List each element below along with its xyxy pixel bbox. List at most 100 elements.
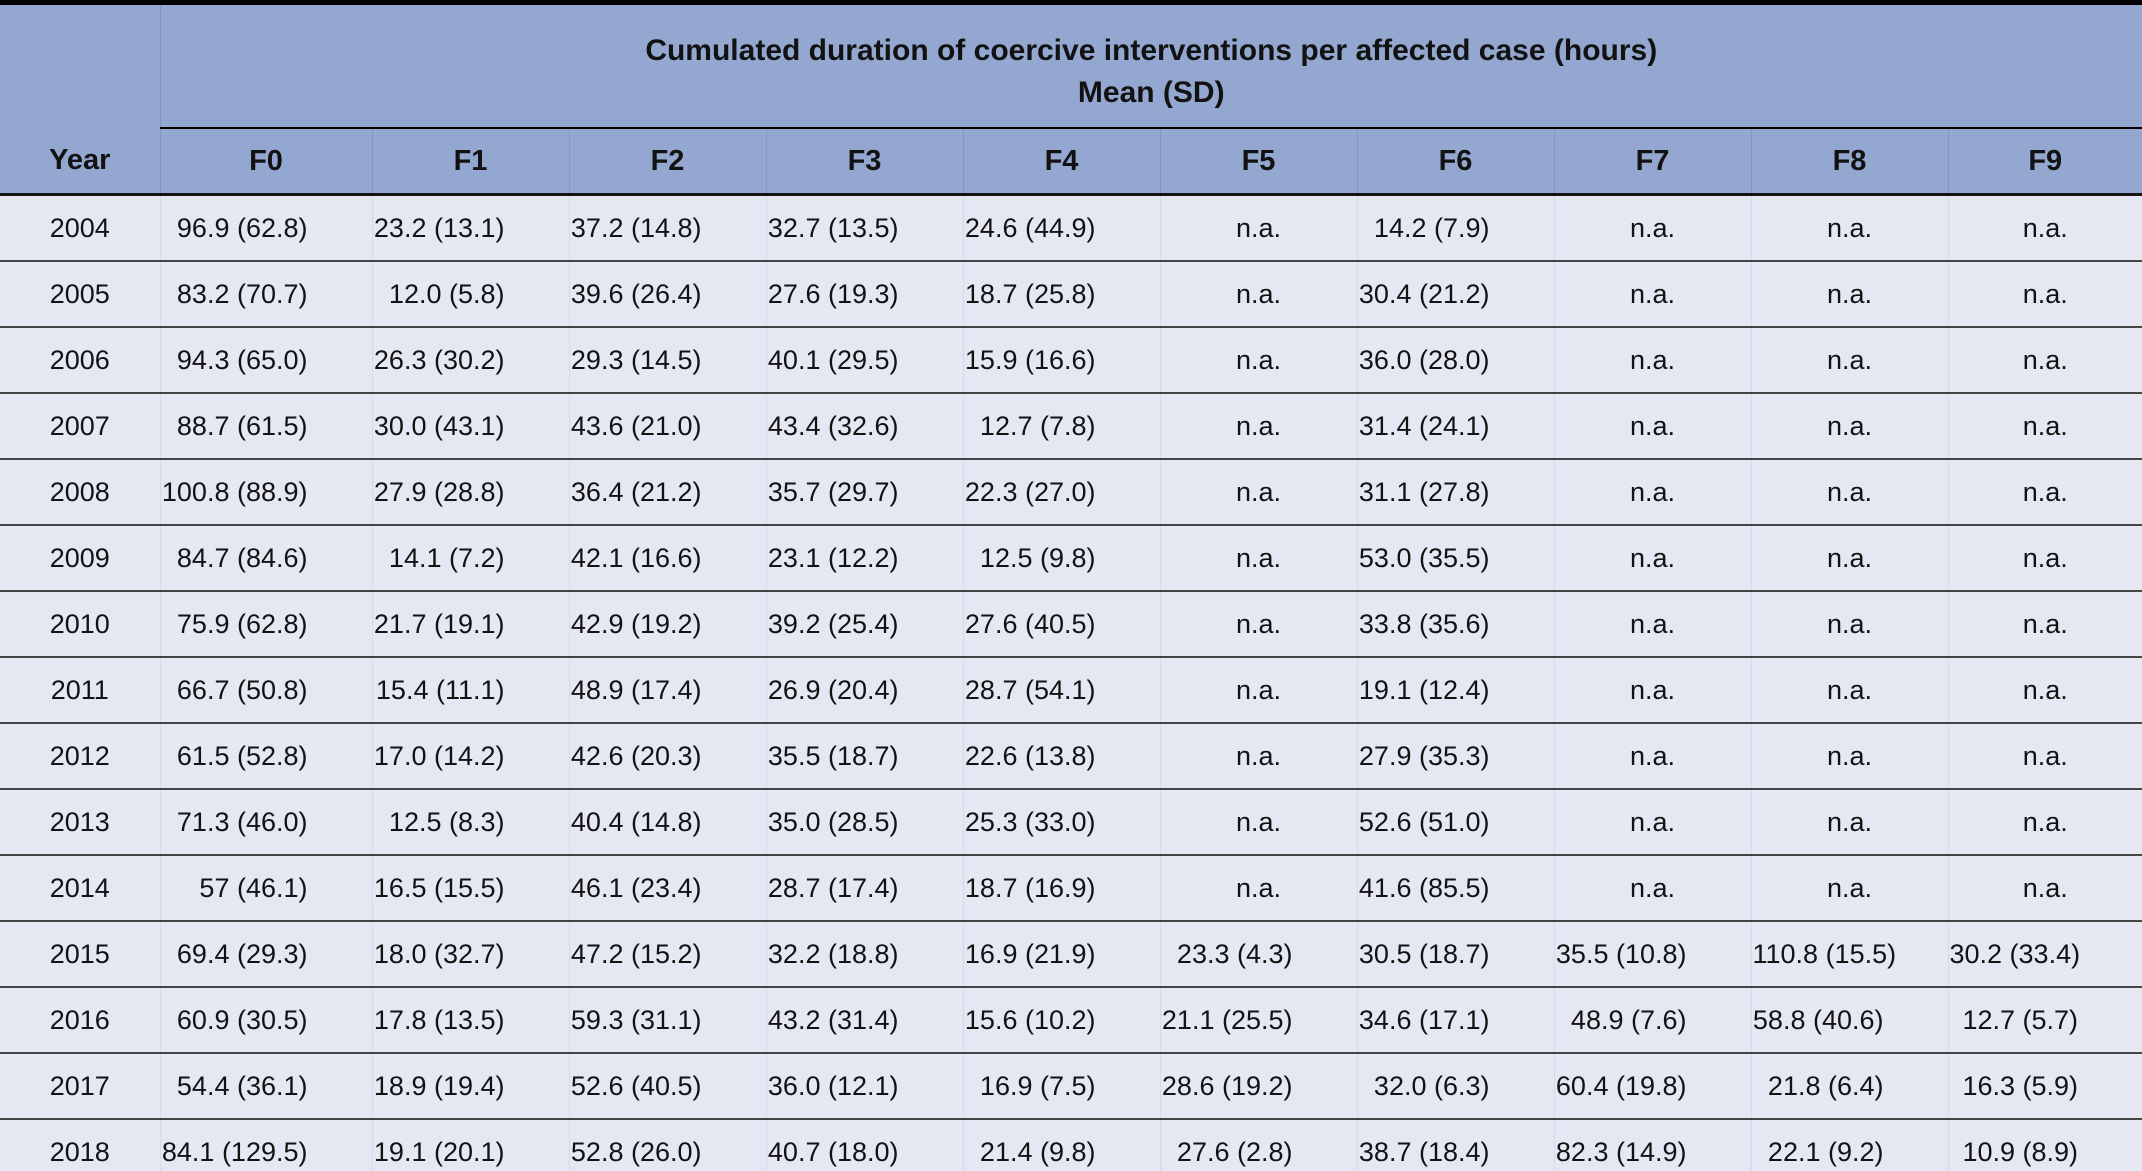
cell-f2: 52.8 (26.0): [568, 1118, 766, 1171]
column-header-year: Year: [0, 128, 160, 196]
cell-f4: 28.7 (54.1): [962, 656, 1160, 723]
cell-f9: n.a.: [1947, 326, 2142, 393]
cell-f1: 17.8 (13.5): [371, 986, 569, 1053]
cell-f3: 35.0 (28.5): [765, 788, 963, 855]
cell-f3: 28.7 (17.4): [765, 854, 963, 921]
cell-f9: 16.3 (5.9): [1947, 1052, 2142, 1119]
cell-f4: 27.6 (40.5): [962, 590, 1160, 657]
cell-f0: 57 (46.1): [159, 854, 372, 921]
cell-f5: n.a.: [1159, 193, 1357, 261]
cell-f4: 16.9 (21.9): [962, 920, 1160, 987]
cell-f4: 12.5 (9.8): [962, 524, 1160, 591]
cell-f4: 15.9 (16.6): [962, 326, 1160, 393]
cell-f8: n.a.: [1750, 854, 1948, 921]
cell-f5: n.a.: [1159, 260, 1357, 327]
cell-f2: 40.4 (14.8): [568, 788, 766, 855]
cell-f1: 12.5 (8.3): [371, 788, 569, 855]
table-row-2011: 2011 66.7 (50.8) 15.4 (11.1) 48.9 (17.4) 26.…: [0, 656, 2142, 723]
cell-f4: 24.6 (44.9): [962, 193, 1160, 261]
year-cell: 2007: [0, 392, 160, 459]
cell-f8: n.a.: [1750, 656, 1948, 723]
cell-f9: n.a.: [1947, 656, 2142, 723]
cell-f5: 21.1 (25.5): [1159, 986, 1357, 1053]
cell-f1: 30.0 (43.1): [371, 392, 569, 459]
column-header-f1: F1: [371, 128, 569, 196]
cell-f9: n.a.: [1947, 590, 2142, 657]
cell-f7: n.a.: [1553, 656, 1751, 723]
cell-f8: 21.8 (6.4): [1750, 1052, 1948, 1119]
table-row-2018: 2018 84.1 (129.5) 19.1 (20.1) 52.8 (26.0) 40…: [0, 1118, 2142, 1171]
cell-f0: 84.7 (84.6): [159, 524, 372, 591]
cell-f7: n.a.: [1553, 854, 1751, 921]
year-cell: 2015: [0, 920, 160, 987]
cell-f9: n.a.: [1947, 260, 2142, 327]
cell-f8: n.a.: [1750, 193, 1948, 261]
cell-f1: 19.1 (20.1): [371, 1118, 569, 1171]
cell-f0: 60.9 (30.5): [159, 986, 372, 1053]
cell-f9: n.a.: [1947, 788, 2142, 855]
cell-f7: n.a.: [1553, 590, 1751, 657]
cell-f1: 17.0 (14.2): [371, 722, 569, 789]
cell-f4: 18.7 (25.8): [962, 260, 1160, 327]
cell-f7: 35.5 (10.8): [1553, 920, 1751, 987]
column-header-f0: F0: [159, 128, 372, 196]
cell-f8: 110.8 (15.5): [1750, 920, 1948, 987]
cell-f8: n.a.: [1750, 590, 1948, 657]
column-header-f3: F3: [765, 128, 963, 196]
cell-f1: 21.7 (19.1): [371, 590, 569, 657]
cell-f7: n.a.: [1553, 193, 1751, 261]
column-header-f6: F6: [1356, 128, 1554, 196]
cell-f5: n.a.: [1159, 656, 1357, 723]
cell-f6: 30.4 (21.2): [1356, 260, 1554, 327]
cell-f5: n.a.: [1159, 524, 1357, 591]
cell-f6: 38.7 (18.4): [1356, 1118, 1554, 1171]
cell-f7: n.a.: [1553, 260, 1751, 327]
cell-f2: 42.9 (19.2): [568, 590, 766, 657]
year-cell: 2018: [0, 1118, 160, 1171]
cell-f9: 30.2 (33.4): [1947, 920, 2142, 987]
cell-f8: 22.1 (9.2): [1750, 1118, 1948, 1171]
cell-f6: 14.2 (7.9): [1356, 193, 1554, 261]
year-cell: 2016: [0, 986, 160, 1053]
cell-f5: n.a.: [1159, 854, 1357, 921]
cell-f3: 32.2 (18.8): [765, 920, 963, 987]
cell-f6: 30.5 (18.7): [1356, 920, 1554, 987]
table-row-2006: 2006 94.3 (65.0) 26.3 (30.2) 29.3 (14.5) 40.…: [0, 326, 2142, 393]
cell-f9: n.a.: [1947, 392, 2142, 459]
cell-f7: n.a.: [1553, 458, 1751, 525]
cell-f0: 94.3 (65.0): [159, 326, 372, 393]
table-row-2017: 2017 54.4 (36.1) 18.9 (19.4) 52.6 (40.5) 36.…: [0, 1052, 2142, 1119]
cell-f5: n.a.: [1159, 788, 1357, 855]
cell-f0: 75.9 (62.8): [159, 590, 372, 657]
cell-f2: 29.3 (14.5): [568, 326, 766, 393]
table-row-2005: 2005 83.2 (70.7) 12.0 (5.8) 39.6 (26.4) 27.6…: [0, 260, 2142, 327]
cell-f2: 42.1 (16.6): [568, 524, 766, 591]
year-cell: 2009: [0, 524, 160, 591]
cell-f0: 66.7 (50.8): [159, 656, 372, 723]
cell-f2: 46.1 (23.4): [568, 854, 766, 921]
cell-f1: 14.1 (7.2): [371, 524, 569, 591]
cell-f7: 48.9 (7.6): [1553, 986, 1751, 1053]
cell-f9: 10.9 (8.9): [1947, 1118, 2142, 1171]
cell-f9: n.a.: [1947, 854, 2142, 921]
cell-f2: 43.6 (21.0): [568, 392, 766, 459]
cell-f9: 12.7 (5.7): [1947, 986, 2142, 1053]
cell-f0: 61.5 (52.8): [159, 722, 372, 789]
cell-f7: n.a.: [1553, 392, 1751, 459]
cell-f4: 22.3 (27.0): [962, 458, 1160, 525]
cell-f1: 23.2 (13.1): [371, 193, 569, 261]
cell-f5: n.a.: [1159, 326, 1357, 393]
group-header-row: Cumulated duration of coercive intervent…: [0, 2, 2142, 129]
cell-f1: 27.9 (28.8): [371, 458, 569, 525]
year-cell: 2012: [0, 722, 160, 789]
column-header-f2: F2: [568, 128, 766, 196]
cell-f2: 37.2 (14.8): [568, 193, 766, 261]
cell-f3: 27.6 (19.3): [765, 260, 963, 327]
year-cell: 2005: [0, 260, 160, 327]
cell-f7: 82.3 (14.9): [1553, 1118, 1751, 1171]
cell-f7: n.a.: [1553, 788, 1751, 855]
cell-f5: n.a.: [1159, 722, 1357, 789]
cell-f1: 18.0 (32.7): [371, 920, 569, 987]
cell-f5: n.a.: [1159, 590, 1357, 657]
cell-f0: 84.1 (129.5): [159, 1118, 372, 1171]
